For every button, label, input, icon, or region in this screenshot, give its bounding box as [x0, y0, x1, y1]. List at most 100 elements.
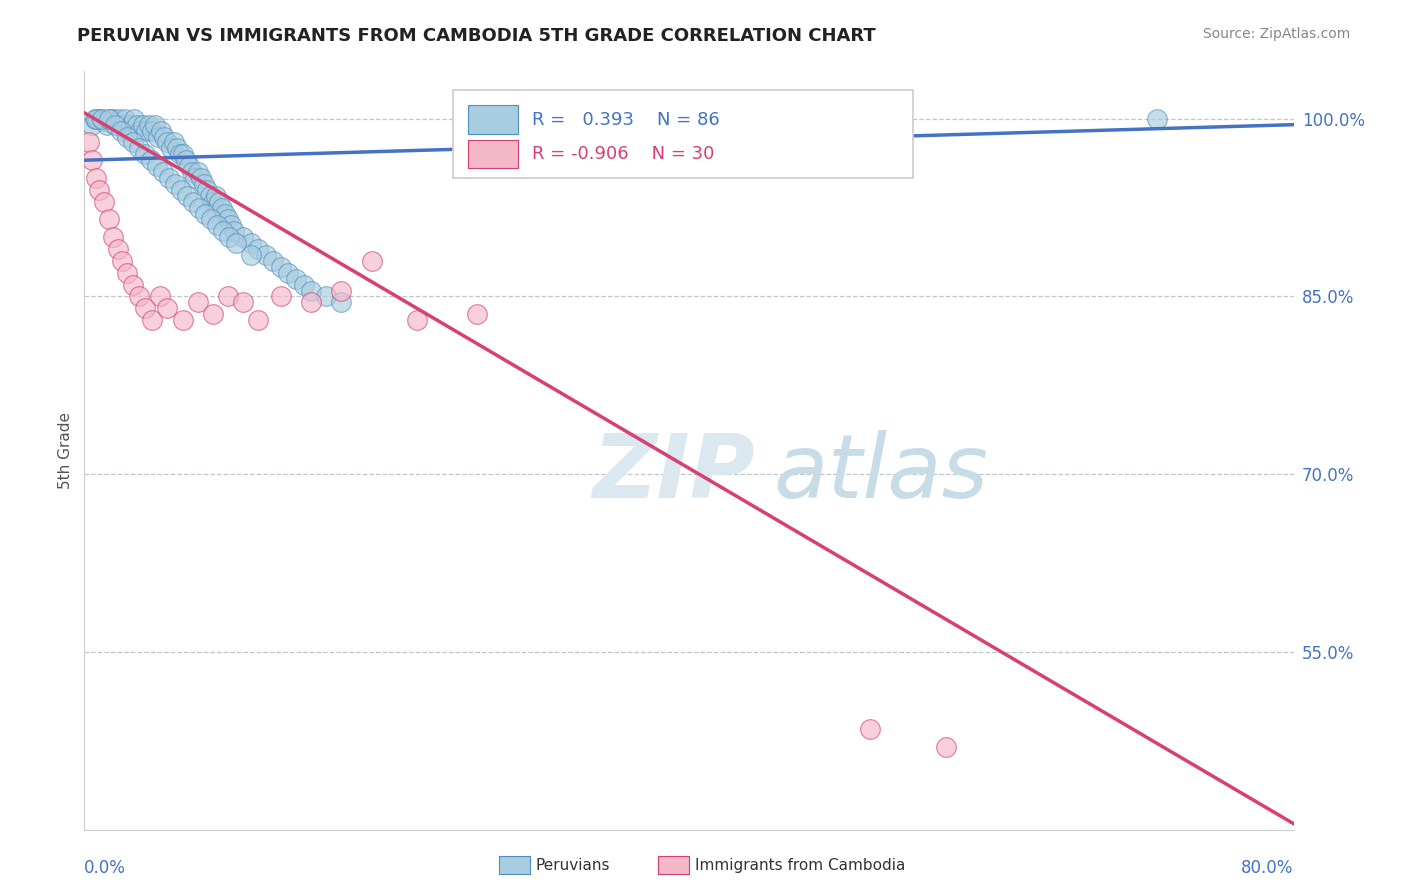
Point — [86, 171, 108, 186]
Point — [153, 129, 176, 144]
Point — [330, 284, 353, 298]
Point — [157, 171, 180, 186]
Point — [117, 123, 139, 137]
Point — [232, 295, 254, 310]
Point — [121, 277, 143, 292]
Point — [122, 112, 145, 126]
Point — [98, 112, 121, 126]
Point — [80, 153, 103, 168]
Point — [159, 141, 181, 155]
Point — [172, 313, 194, 327]
Text: R =   0.393    N = 86: R = 0.393 N = 86 — [531, 111, 720, 128]
Point — [180, 165, 202, 179]
Text: 80.0%: 80.0% — [1241, 859, 1294, 877]
Point — [467, 307, 489, 321]
Point — [1146, 112, 1168, 126]
Point — [84, 112, 107, 126]
Point — [195, 183, 218, 197]
Point — [201, 307, 224, 321]
Point — [247, 242, 270, 256]
Point — [111, 253, 134, 268]
Point — [89, 183, 111, 197]
Point — [176, 188, 198, 202]
Point — [111, 118, 134, 132]
Point — [170, 183, 193, 197]
Point — [218, 230, 240, 244]
Point — [315, 289, 337, 303]
Point — [214, 206, 236, 220]
Point — [239, 236, 262, 251]
Point — [174, 153, 197, 168]
Point — [101, 112, 124, 126]
Point — [299, 295, 322, 310]
Point — [360, 253, 382, 268]
Point — [135, 123, 157, 137]
Point — [292, 277, 315, 292]
Point — [105, 118, 128, 132]
Point — [239, 248, 262, 262]
Point — [101, 230, 124, 244]
Point — [107, 242, 129, 256]
Point — [121, 136, 143, 150]
Point — [80, 118, 103, 132]
Point — [141, 313, 163, 327]
Point — [172, 147, 194, 161]
FancyBboxPatch shape — [468, 105, 519, 135]
Point — [156, 301, 179, 316]
Point — [93, 114, 115, 128]
Point — [97, 212, 120, 227]
Point — [205, 188, 228, 202]
Text: ZIP: ZIP — [592, 430, 755, 516]
Point — [254, 248, 277, 262]
Point — [330, 295, 353, 310]
Point — [208, 194, 231, 209]
Point — [90, 112, 112, 126]
Point — [145, 118, 167, 132]
Point — [146, 159, 169, 173]
Point — [86, 112, 108, 126]
Point — [114, 112, 136, 126]
Point — [93, 194, 115, 209]
Point — [120, 118, 142, 132]
Text: Immigrants from Cambodia: Immigrants from Cambodia — [695, 858, 905, 872]
Point — [139, 153, 162, 168]
Point — [166, 141, 188, 155]
Point — [87, 112, 110, 126]
Point — [217, 212, 239, 227]
Point — [222, 224, 245, 238]
Point — [110, 123, 132, 137]
FancyBboxPatch shape — [468, 139, 519, 169]
Text: R = -0.906    N = 30: R = -0.906 N = 30 — [531, 145, 714, 163]
Text: Peruvians: Peruvians — [536, 858, 610, 872]
Point — [406, 313, 429, 327]
Point — [270, 289, 292, 303]
Point — [270, 260, 292, 274]
Point — [277, 266, 299, 280]
Point — [187, 295, 209, 310]
Point — [211, 201, 233, 215]
Point — [96, 118, 118, 132]
Point — [104, 118, 127, 132]
Point — [177, 159, 200, 173]
Point — [129, 123, 152, 137]
Point — [115, 129, 138, 144]
Point — [285, 271, 308, 285]
Point — [132, 118, 155, 132]
Point — [91, 112, 114, 126]
Point — [108, 112, 131, 126]
Point — [193, 177, 215, 191]
Point — [232, 230, 254, 244]
Point — [148, 129, 170, 144]
Point — [97, 112, 120, 126]
Point — [134, 147, 156, 161]
Point — [127, 118, 149, 132]
Y-axis label: 5th Grade: 5th Grade — [58, 412, 73, 489]
Point — [156, 136, 179, 150]
Point — [150, 123, 173, 137]
Text: Source: ZipAtlas.com: Source: ZipAtlas.com — [1202, 27, 1350, 41]
Point — [225, 236, 247, 251]
Point — [212, 224, 235, 238]
Point — [299, 284, 322, 298]
Point — [247, 313, 270, 327]
Point — [194, 206, 217, 220]
